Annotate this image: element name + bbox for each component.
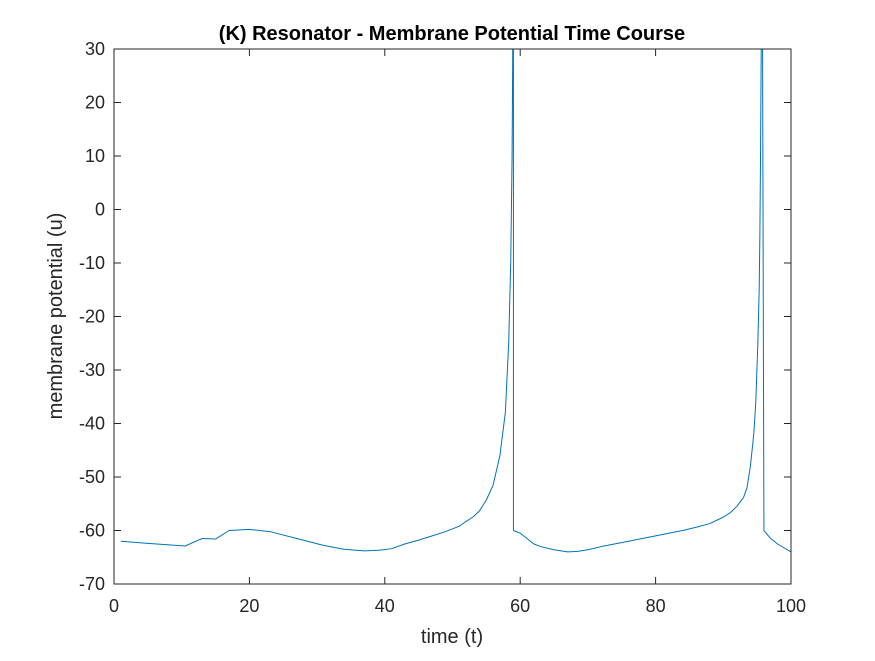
y-tick-label: -20 (79, 307, 105, 327)
y-axis-label: membrane potential (u) (45, 213, 67, 420)
y-tick-label: 20 (85, 93, 105, 113)
x-tick-label: 40 (375, 596, 395, 616)
y-tick-label: -40 (79, 414, 105, 434)
series-line-1 (120, 49, 791, 553)
x-tick-label: 100 (776, 596, 806, 616)
x-axis-label: time (t) (421, 626, 483, 648)
x-tick-label: 20 (239, 596, 259, 616)
plot-area (114, 49, 791, 584)
y-tick-label: -30 (79, 360, 105, 380)
y-tick-label: 30 (85, 39, 105, 59)
x-tick-label: 0 (109, 596, 119, 616)
chart-title: (K) Resonator - Membrane Potential Time … (219, 23, 685, 45)
y-tick-label: -50 (79, 467, 105, 487)
y-tick-label: -60 (79, 521, 105, 541)
y-tick-label: -70 (79, 574, 105, 594)
x-tick-label: 80 (646, 596, 666, 616)
y-tick-label: 0 (95, 200, 105, 220)
y-tick-label: -10 (79, 253, 105, 273)
x-tick-label: 60 (510, 596, 530, 616)
y-tick-label: 10 (85, 146, 105, 166)
